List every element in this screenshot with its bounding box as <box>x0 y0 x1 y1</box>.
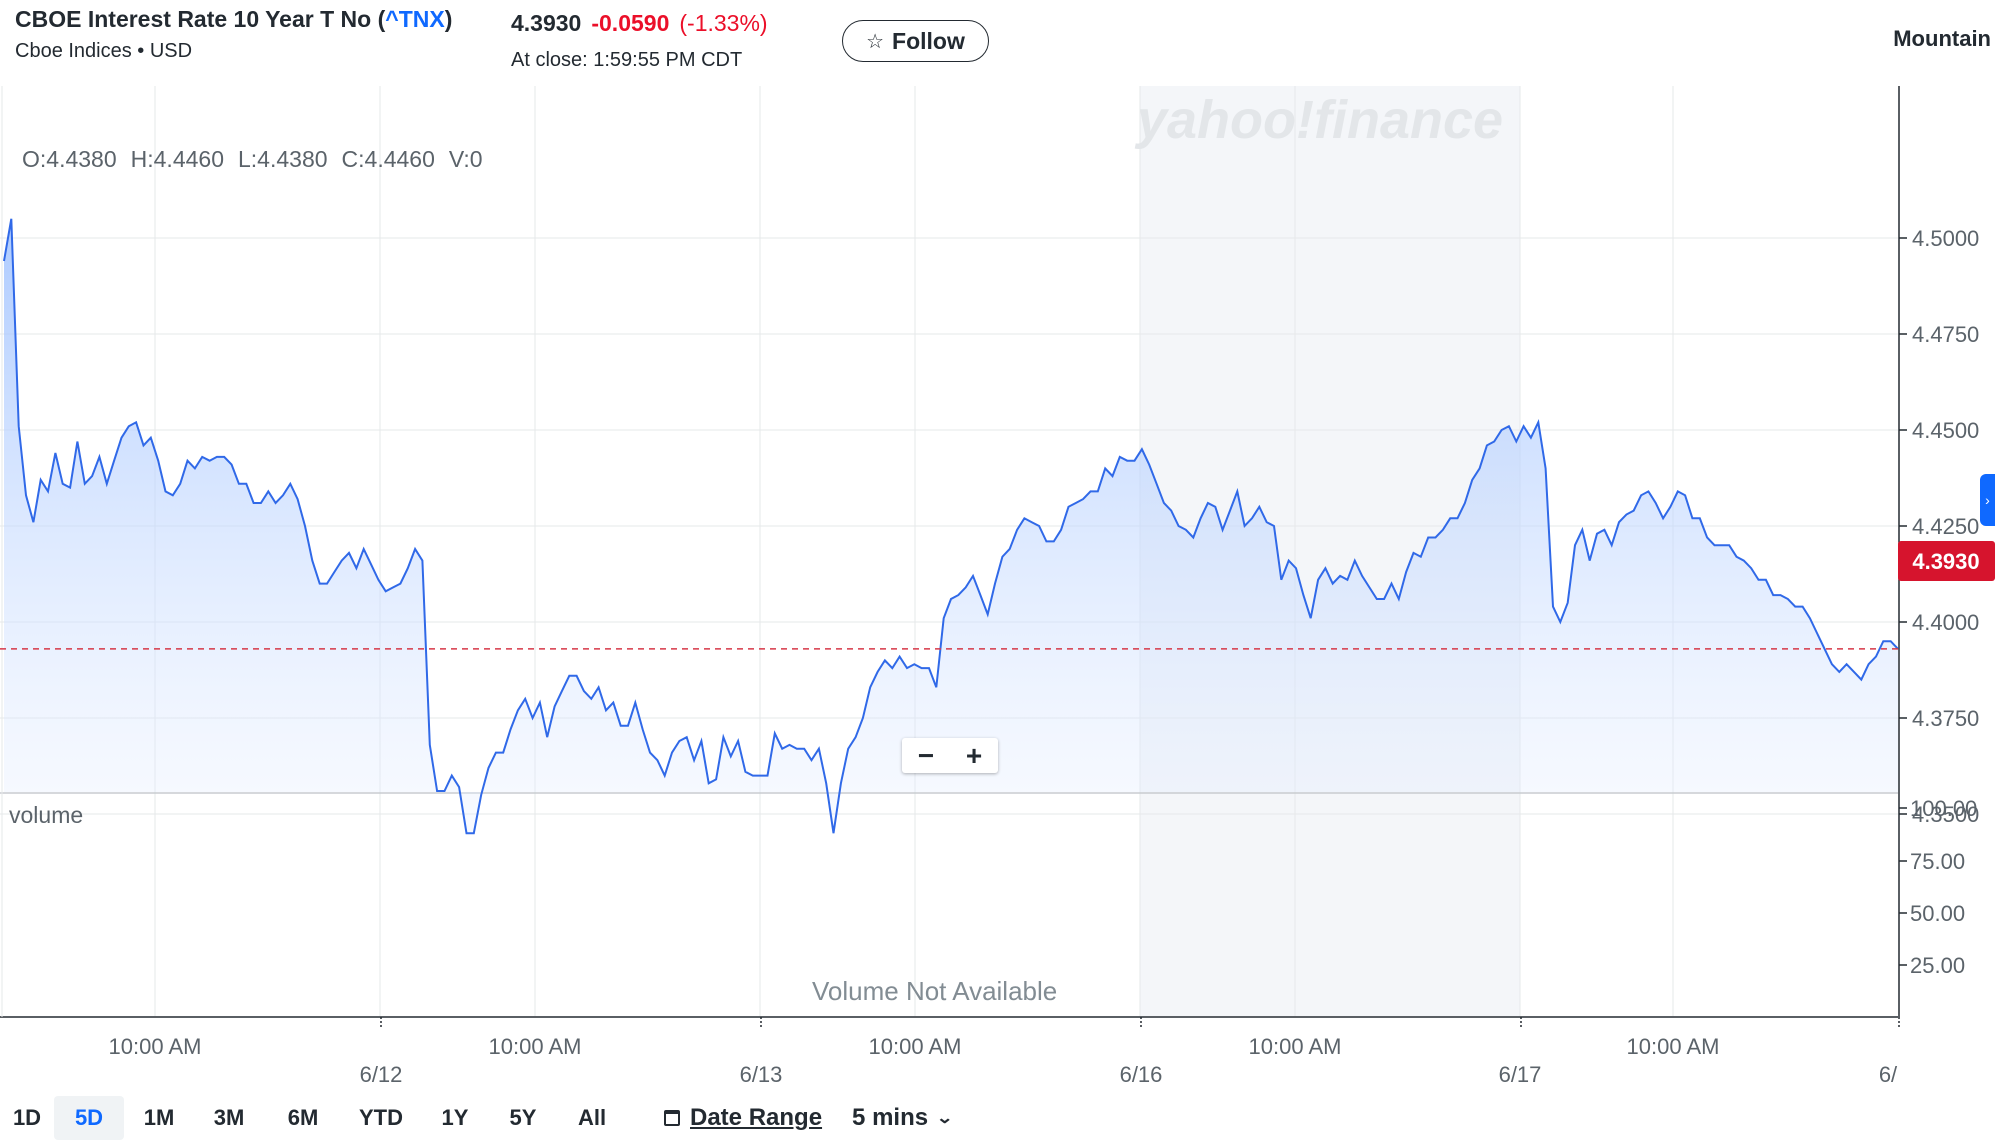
svg-text:4.3750: 4.3750 <box>1912 706 1979 731</box>
time-axis-label: 6/12 <box>360 1062 403 1087</box>
svg-text:4.4500: 4.4500 <box>1912 418 1979 443</box>
svg-text:4.4750: 4.4750 <box>1912 322 1979 347</box>
range-1m-button[interactable]: 1M <box>143 1105 175 1130</box>
price-axis-tick: 4.4500 <box>1899 418 1979 443</box>
price-axis-tick: 4.3500 <box>1899 802 1979 827</box>
range-5y-button[interactable]: 5Y <box>509 1105 537 1130</box>
price-axis-tick: 4.4250 <box>1899 514 1979 539</box>
time-axis: 10:00 AM 6/12 10:00 AM 6/13 10:00 AM 6/16 10:0… <box>109 1034 1899 1087</box>
calendar-icon <box>664 1110 680 1126</box>
ohlc-open: O:4.4380 <box>22 146 117 172</box>
zoom-in-button[interactable]: + <box>965 739 983 771</box>
quote-symbol[interactable]: ^TNX <box>385 6 445 32</box>
date-range-label: Date Range <box>690 1104 823 1131</box>
expand-panel-button[interactable]: › <box>1980 474 1995 526</box>
price-axis: 4.5000 4.4750 4.4500 4.4250 4.4000 4.3750 4.35… <box>1899 226 1979 827</box>
range-all-button[interactable]: All <box>577 1105 607 1130</box>
range-5d-button[interactable]: 5D <box>54 1096 124 1140</box>
svg-text:50.00: 50.00 <box>1910 901 1965 926</box>
interval-dropdown[interactable]: 5 mins ⌄ <box>852 1104 954 1132</box>
ohlc-close: C:4.4460 <box>341 146 435 172</box>
price-axis-tick: 4.4000 <box>1899 610 1979 635</box>
svg-text:4.3500: 4.3500 <box>1912 802 1979 827</box>
current-price-tag: 4.3930 <box>1898 541 1995 581</box>
last-price: 4.3930 <box>511 10 582 36</box>
quote-title-close: ) <box>444 6 453 32</box>
exchange-currency: Cboe Indices • USD <box>15 40 193 62</box>
volume-axis-tick: 75.00 <box>1899 849 1965 874</box>
price-change-percent: (-1.33%) <box>679 10 768 36</box>
chart-type-selector[interactable]: Mountain <box>1893 26 1991 51</box>
interval-label: 5 mins <box>852 1104 929 1131</box>
time-axis-label: 6/16 <box>1120 1062 1163 1087</box>
chevron-right-icon: › <box>1985 492 1990 508</box>
zoom-controls: − + <box>902 738 998 773</box>
follow-label: Follow <box>892 27 965 54</box>
svg-text:75.00: 75.00 <box>1910 849 1965 874</box>
range-buttons: 1D 5D 1M 3M 6M YTD 1Y 5Y All <box>0 1096 628 1140</box>
range-6m-button[interactable]: 6M <box>287 1105 319 1130</box>
market-close-time: At close: 1:59:55 PM CDT <box>511 49 743 71</box>
ohlc-volume: V:0 <box>448 146 483 172</box>
price-axis-tick: 4.4750 <box>1899 322 1979 347</box>
time-axis-label: 6/ <box>1879 1062 1898 1087</box>
volume-label: volume <box>9 802 84 828</box>
watermark-logo: yahoo!finance <box>1134 90 1503 150</box>
price-block: 4.3930 -0.0590 (-1.33%) At close: 1:59:55 … <box>511 10 768 72</box>
range-1y-button[interactable]: 1Y <box>441 1105 469 1130</box>
svg-text:25.00: 25.00 <box>1910 953 1965 978</box>
quote-header: CBOE Interest Rate 10 Year T No (^TNX) C… <box>0 0 1995 86</box>
range-3m-button[interactable]: 3M <box>213 1105 245 1130</box>
range-ytd-button[interactable]: YTD <box>359 1105 403 1130</box>
date-range-button[interactable]: Date Range <box>664 1104 822 1132</box>
price-change: -0.0590 <box>591 10 670 36</box>
time-axis-label: 10:00 AM <box>1627 1034 1720 1059</box>
volume-axis-tick: 100.00 <box>1899 796 1977 821</box>
svg-text:4.4000: 4.4000 <box>1912 610 1979 635</box>
ohlc-readout: O:4.4380 H:4.4460 L:4.4380 C:4.4460 V:0 <box>22 146 497 173</box>
svg-text:100.00: 100.00 <box>1910 796 1977 821</box>
price-line <box>3 218 1899 835</box>
time-axis-label: 6/13 <box>740 1062 783 1087</box>
current-price-tag-label: 4.3930 <box>1912 549 1979 574</box>
range-toolbar: 1D 5D 1M 3M 6M YTD 1Y 5Y All Date Range 5 mins ⌄ <box>0 1093 1995 1143</box>
chevron-down-icon: ⌄ <box>936 1110 954 1127</box>
volume-axis-tick: 25.00 <box>1899 953 1965 978</box>
star-icon: ☆ <box>866 30 885 53</box>
price-row: 4.3930 -0.0590 (-1.33%) <box>511 10 768 37</box>
time-axis-label: 10:00 AM <box>109 1034 202 1059</box>
time-axis-label: 6/17 <box>1499 1062 1542 1087</box>
price-axis-tick: 4.5000 <box>1899 226 1979 251</box>
volume-not-available: Volume Not Available <box>812 976 1058 1006</box>
time-axis-label: 10:00 AM <box>869 1034 962 1059</box>
price-chart[interactable]: yahoo!finance 4.50004.47504.45004.42504.… <box>0 86 1995 1093</box>
price-area <box>4 218 1898 834</box>
price-axis-tick: 4.3750 <box>1899 706 1979 731</box>
zoom-out-button[interactable]: − <box>917 739 935 771</box>
svg-text:4.5000: 4.5000 <box>1912 226 1979 251</box>
time-axis-label: 10:00 AM <box>1249 1034 1342 1059</box>
follow-button[interactable]: ☆ Follow <box>842 20 989 62</box>
ohlc-high: H:4.4460 <box>130 146 224 172</box>
quote-title: CBOE Interest Rate 10 Year T No (^TNX) <box>15 6 452 33</box>
ohlc-low: L:4.4380 <box>238 146 328 172</box>
range-1d-button[interactable]: 1D <box>12 1105 42 1130</box>
time-axis-label: 10:00 AM <box>489 1034 582 1059</box>
quote-name: CBOE Interest Rate 10 Year T No ( <box>15 6 386 32</box>
svg-text:4.4250: 4.4250 <box>1912 514 1979 539</box>
volume-axis-tick: 50.00 <box>1899 901 1965 926</box>
volume-axis: 100.00 75.00 50.00 25.00 <box>1899 796 1977 978</box>
